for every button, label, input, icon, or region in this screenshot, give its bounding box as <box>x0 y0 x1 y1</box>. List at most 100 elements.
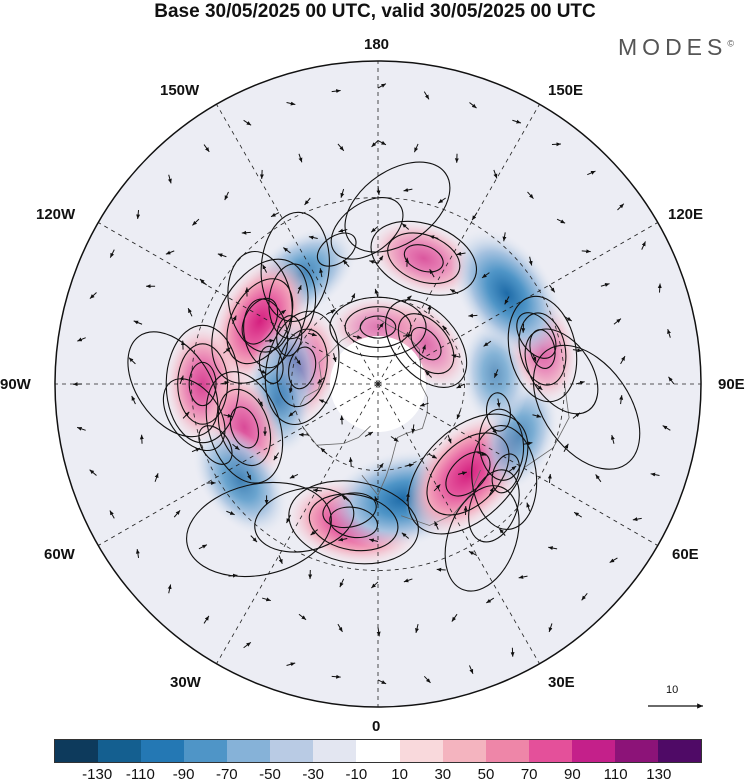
wind-vector <box>600 283 610 287</box>
coastline <box>523 383 570 469</box>
streamline <box>127 331 219 438</box>
streamline <box>471 425 538 530</box>
wind-vector <box>270 212 280 218</box>
wind-vector <box>154 473 159 482</box>
streamline <box>344 306 412 348</box>
brand-name: MODES <box>618 34 728 60</box>
wind-vector <box>167 174 172 184</box>
wind-vector <box>401 532 410 539</box>
coastline <box>299 316 367 405</box>
positive-anomaly <box>368 219 480 298</box>
wind-vector <box>338 228 348 233</box>
colorbar-cell <box>356 740 400 762</box>
wind-vector <box>203 144 210 153</box>
streamline <box>162 378 226 452</box>
wind-vector <box>318 399 328 404</box>
wind-vector <box>246 471 252 480</box>
streamline <box>198 425 233 465</box>
colorbar-tick-label: -50 <box>259 766 281 783</box>
wind-vector <box>518 574 528 579</box>
wind-vector <box>192 218 200 226</box>
wind-vector <box>632 517 642 522</box>
wind-vector <box>331 674 341 679</box>
wind-vector <box>228 573 238 578</box>
wind-vector <box>297 285 302 294</box>
meridian-line <box>377 104 540 385</box>
wind-vector <box>89 292 97 300</box>
streamline <box>385 299 468 388</box>
wind-vector <box>377 255 384 264</box>
wind-vector <box>502 232 507 242</box>
wind-vector <box>547 473 552 484</box>
meridian-line <box>216 104 379 385</box>
wind-vector <box>369 538 379 543</box>
colorbar-tick-label: 50 <box>477 766 495 783</box>
longitude-label: 0 <box>372 718 381 735</box>
streamline <box>359 315 397 339</box>
wind-vector <box>339 578 345 588</box>
wind-vector <box>437 197 446 204</box>
wind-vector <box>390 436 399 442</box>
wind-vector <box>575 380 585 385</box>
wind-vector <box>493 169 498 179</box>
wind-vector <box>483 340 492 347</box>
brand-mark: © <box>727 38 734 49</box>
wind-vector <box>610 434 615 444</box>
colorbar-tick-label: -130 <box>82 766 113 783</box>
wind-vector <box>273 452 280 461</box>
wind-vector <box>548 546 558 550</box>
wind-vector <box>411 424 416 434</box>
wind-vector <box>456 410 461 420</box>
wind-vector <box>471 212 478 221</box>
longitude-label: 90W <box>0 376 31 393</box>
wind-vector <box>312 488 322 493</box>
colorbar-cell <box>55 740 99 762</box>
wind-vector <box>468 550 478 556</box>
map-disk-border <box>54 60 702 708</box>
streamline <box>491 453 520 494</box>
wind-vector <box>262 597 271 602</box>
wind-vector <box>232 315 237 324</box>
wind-vector <box>165 250 175 255</box>
wind-vector <box>243 119 252 126</box>
wind-vector <box>203 615 210 624</box>
colorbar-cell <box>227 740 271 762</box>
streamline <box>329 506 379 539</box>
wind-vector <box>224 191 229 201</box>
wind-vector <box>419 402 429 407</box>
colorbar <box>54 739 702 763</box>
colorbar-cell <box>270 740 314 762</box>
streamline <box>444 485 520 592</box>
streamline <box>507 295 578 403</box>
meridian-line <box>377 383 540 664</box>
streamline <box>241 297 279 345</box>
longitude-label: 90E <box>718 376 745 393</box>
wind-vector <box>486 597 495 604</box>
wind-vector <box>331 89 341 94</box>
streamline <box>516 312 557 359</box>
colorbar-tick-label: 110 <box>603 766 628 783</box>
wind-vector <box>423 91 430 100</box>
colorbar-tick-label: -70 <box>215 766 238 783</box>
wind-vector <box>310 529 319 536</box>
wind-vector <box>109 510 115 519</box>
colorbar-tick-label: 30 <box>434 766 452 783</box>
wind-vector <box>89 469 97 476</box>
wind-vector <box>424 370 433 378</box>
streamline <box>387 232 461 285</box>
streamline <box>165 324 240 444</box>
wind-vector <box>508 465 517 472</box>
wind-vector <box>308 235 318 240</box>
longitude-label: 60W <box>44 546 75 563</box>
wind-vector <box>620 355 626 365</box>
wind-vector <box>257 368 267 374</box>
wind-vector <box>556 218 566 224</box>
wind-vector <box>650 472 660 477</box>
wind-vector <box>348 457 353 467</box>
colorbar-cell <box>442 740 486 762</box>
wind-vector <box>167 584 172 594</box>
wind-vector <box>619 395 624 405</box>
wind-vector <box>401 223 410 230</box>
streamline <box>532 344 641 470</box>
streamline <box>316 232 357 267</box>
